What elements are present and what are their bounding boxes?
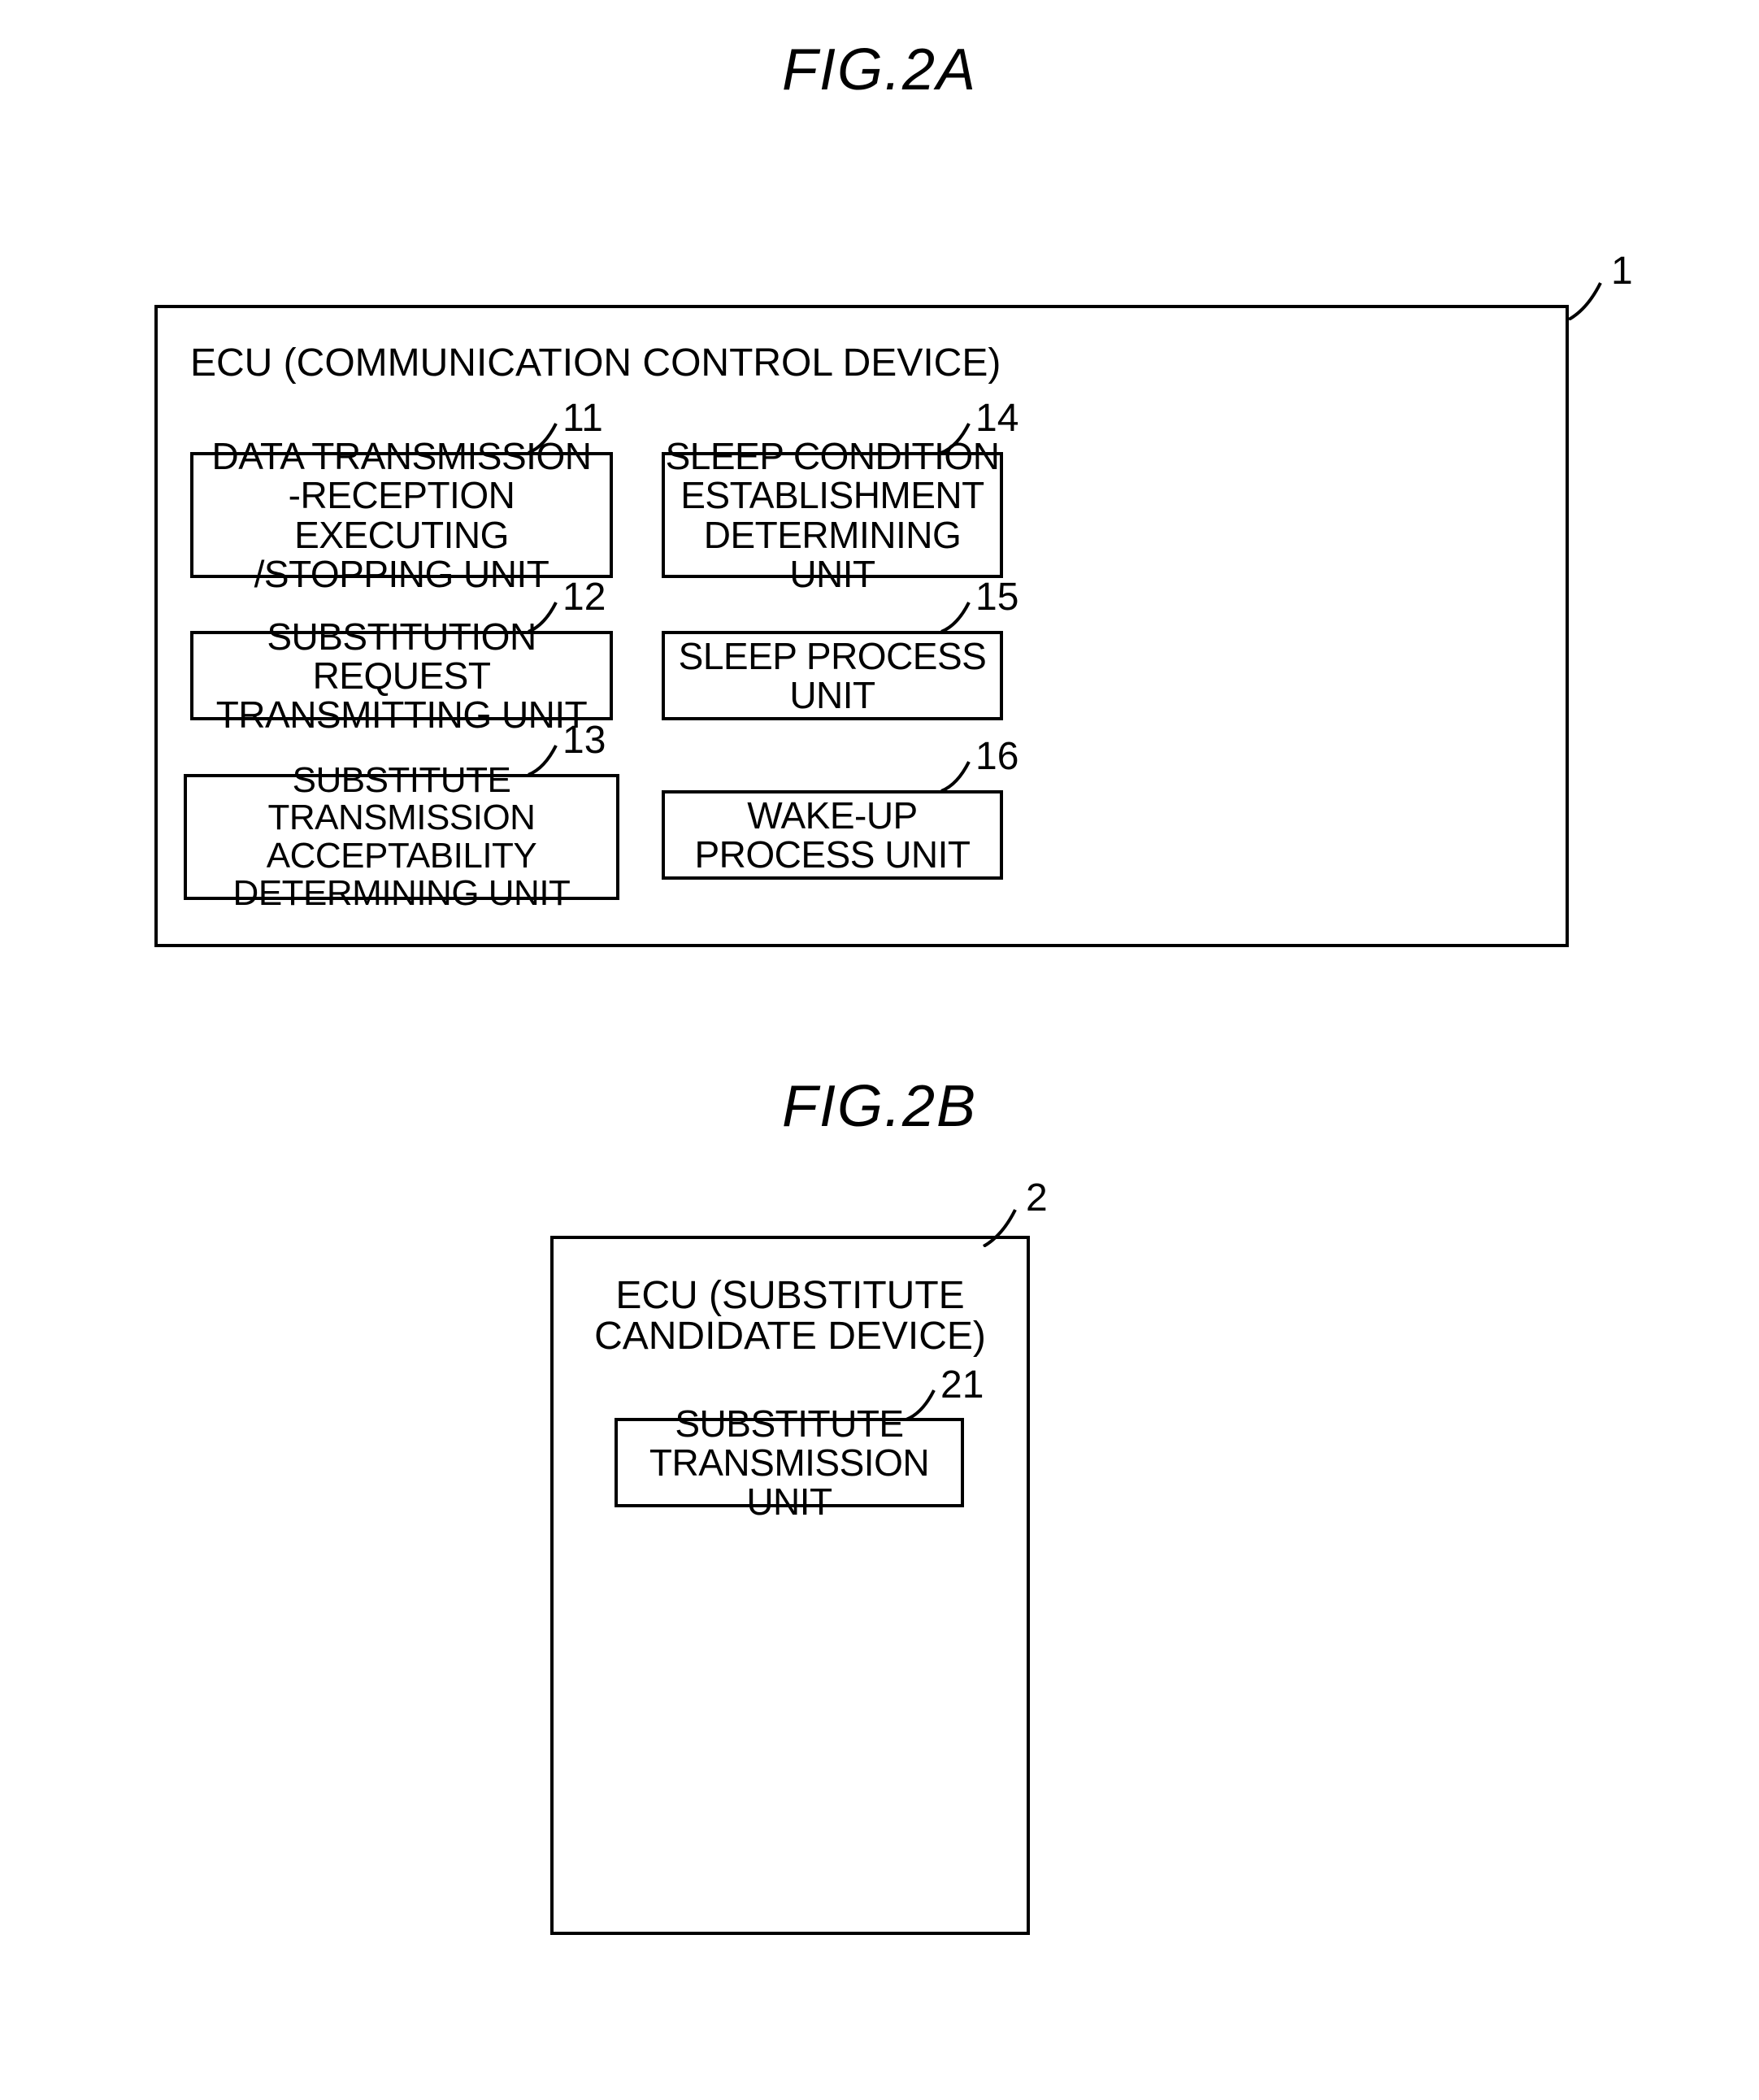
unit11-line3: /STOPPING UNIT [254,554,549,593]
unit16-line1: WAKE-UP [747,796,917,835]
ref-arc-16 [938,757,974,793]
ref-arc-11 [525,419,561,454]
ref-label-1: 1 [1611,249,1633,293]
figure-a-title: FIG.2A [0,37,1759,103]
sleep-process-unit-box: SLEEP PROCESS UNIT [662,631,1003,720]
ref-arc-14 [938,419,974,454]
unit13-line3: DETERMINING UNIT [233,875,571,912]
sleep-condition-unit-box: SLEEP CONDITION ESTABLISHMENT DETERMININ… [662,452,1003,578]
substitution-request-unit-box: SUBSTITUTION REQUEST TRANSMITTING UNIT [190,631,613,720]
ref-label-16: 16 [975,734,1018,779]
ref-arc-21 [903,1385,939,1421]
ecu-communication-control-device-box: ECU (COMMUNICATION CONTROL DEVICE) DATA … [154,305,1569,947]
data-transmission-unit-box: DATA TRANSMISSION -RECEPTION EXECUTING /… [190,452,613,578]
unit13-line2: ACCEPTABILITY [267,837,537,875]
ref-label-12: 12 [562,575,606,620]
unit14-line3: DETERMINING UNIT [665,515,1000,594]
unit11-line2: -RECEPTION EXECUTING [193,476,610,554]
ref-arc-1 [1565,276,1605,320]
substitute-acceptability-unit-box: SUBSTITUTE TRANSMISSION ACCEPTABILITY DE… [184,774,619,900]
ref-label-13: 13 [562,718,606,763]
unit16-line2: PROCESS UNIT [694,835,970,874]
unit21-line2: TRANSMISSION UNIT [618,1443,961,1522]
ref-arc-15 [938,598,974,633]
ecu-substitute-candidate-device-box: ECU (SUBSTITUTE CANDIDATE DEVICE) SUBSTI… [550,1236,1030,1935]
unit15-line2: UNIT [789,676,875,715]
figure-b-title: FIG.2B [0,1073,1759,1140]
unit14-line2: ESTABLISHMENT [680,476,984,515]
wakeup-process-unit-box: WAKE-UP PROCESS UNIT [662,790,1003,880]
ref-label-14: 14 [975,396,1018,441]
unit12-line2: TRANSMITTING UNIT [216,695,588,734]
ref-label-15: 15 [975,575,1018,620]
substitute-transmission-unit-box: SUBSTITUTE TRANSMISSION UNIT [615,1418,964,1507]
ecu-b-title-line1: ECU (SUBSTITUTE [615,1274,964,1317]
ecu-b-title-line2: CANDIDATE DEVICE) [594,1315,986,1358]
ecu-a-title: ECU (COMMUNICATION CONTROL DEVICE) [190,341,1001,385]
unit21-line1: SUBSTITUTE [675,1404,903,1443]
ref-label-2: 2 [1026,1176,1048,1220]
ref-label-21: 21 [940,1363,984,1407]
unit15-line1: SLEEP PROCESS [679,637,987,676]
ref-arc-12 [525,598,561,633]
ref-arc-13 [525,741,561,776]
ecu-b-title: ECU (SUBSTITUTE CANDIDATE DEVICE) [554,1276,1027,1358]
ref-label-11: 11 [562,396,603,441]
